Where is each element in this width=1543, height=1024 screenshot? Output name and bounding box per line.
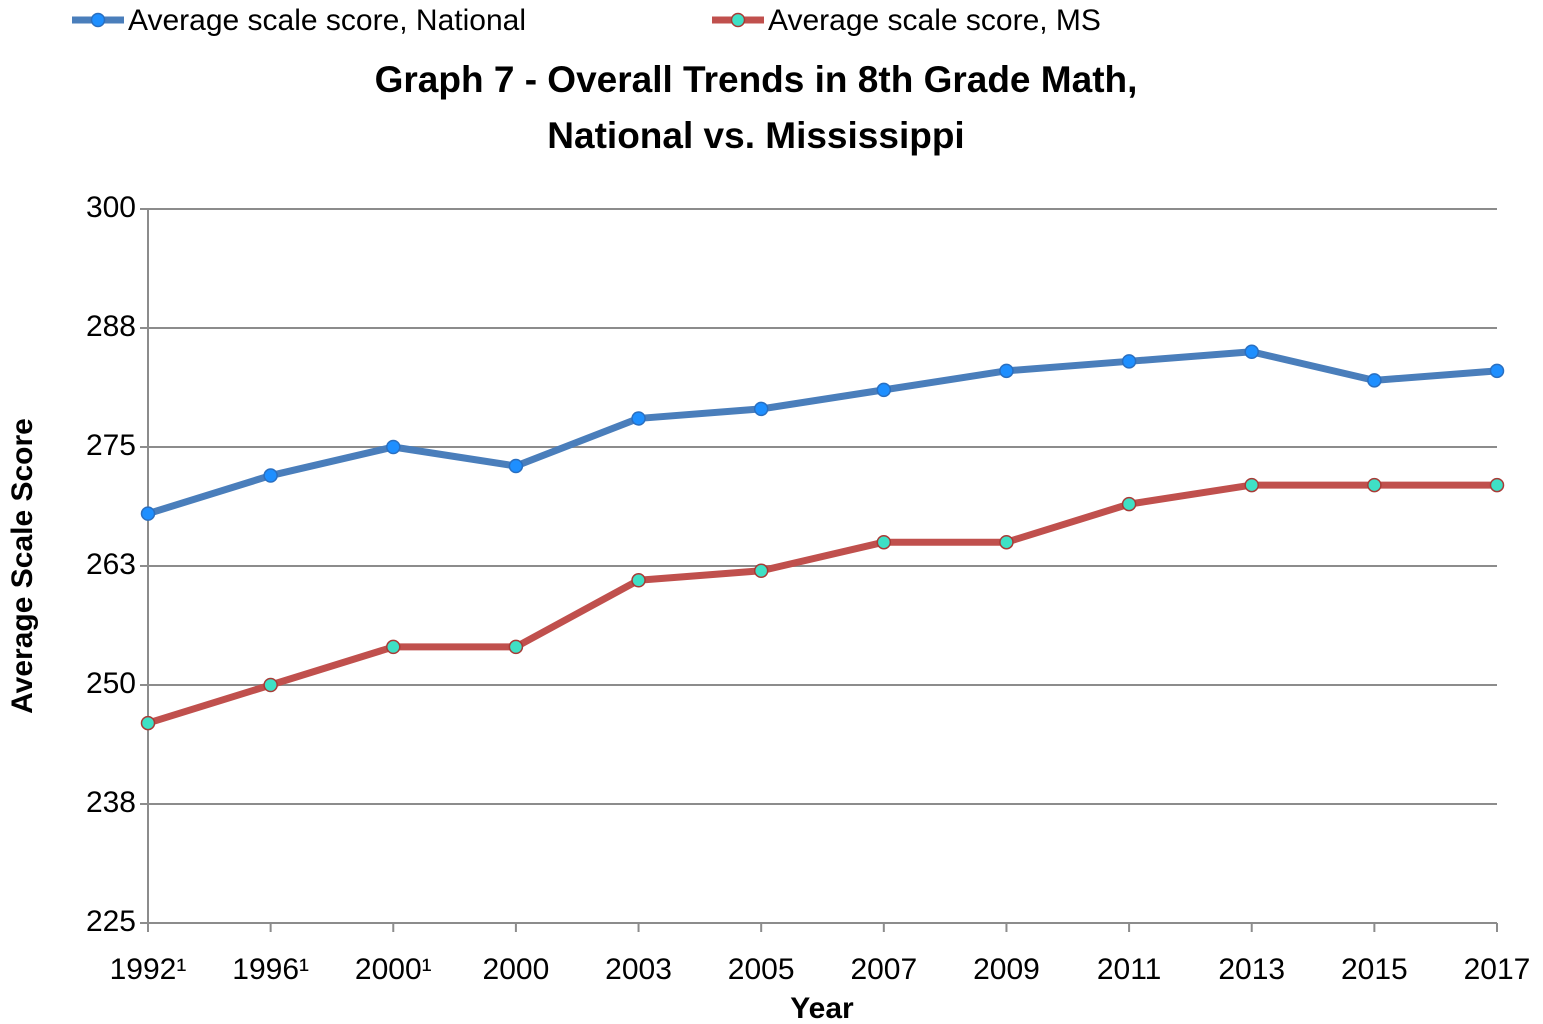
x-axis-label: Year bbox=[790, 992, 854, 1024]
x-tick-label: 2003 bbox=[605, 953, 672, 986]
data-point bbox=[753, 401, 769, 417]
data-point bbox=[263, 677, 278, 693]
data-point bbox=[508, 639, 524, 655]
data-point bbox=[999, 534, 1014, 550]
data-point bbox=[1489, 477, 1505, 493]
data-point bbox=[1367, 373, 1382, 388]
x-tick-label: 2013 bbox=[1218, 953, 1285, 986]
data-point bbox=[508, 458, 524, 474]
x-tick-label: 2015 bbox=[1341, 953, 1408, 986]
data-point bbox=[263, 468, 278, 483]
data-point bbox=[386, 639, 401, 655]
data-point bbox=[1121, 496, 1137, 512]
data-point bbox=[1244, 344, 1259, 360]
y-tick-label: 250 bbox=[86, 667, 136, 700]
x-tick-label: 2005 bbox=[728, 953, 795, 986]
data-point bbox=[631, 573, 646, 588]
data-point bbox=[1489, 363, 1505, 379]
series-line bbox=[146, 348, 1498, 517]
y-tick-label: 238 bbox=[86, 786, 136, 819]
legend-label: Average scale score, National bbox=[128, 4, 526, 37]
x-tick-label: 2017 bbox=[1464, 953, 1531, 986]
series-line bbox=[146, 481, 1497, 727]
y-tick-label: 263 bbox=[86, 548, 136, 581]
data-point bbox=[1244, 477, 1259, 493]
y-tick-label: 288 bbox=[86, 310, 136, 343]
chart-subtitle: National vs. Mississippi bbox=[547, 115, 964, 156]
y-tick-label: 300 bbox=[86, 191, 136, 224]
x-tick-label: 2009 bbox=[973, 953, 1040, 986]
x-tick-label: 2000 bbox=[483, 953, 550, 986]
data-point bbox=[999, 363, 1014, 379]
data-point bbox=[140, 715, 156, 731]
data-point bbox=[1367, 477, 1382, 493]
y-tick-label: 275 bbox=[86, 429, 136, 462]
x-tick-label: 2000¹ bbox=[355, 953, 432, 986]
data-point bbox=[386, 439, 401, 455]
legend-label: Average scale score, MS bbox=[768, 4, 1101, 37]
data-point bbox=[876, 534, 892, 550]
legend-marker bbox=[730, 12, 746, 28]
data-point bbox=[1121, 354, 1137, 369]
chart-title: Graph 7 - Overall Trends in 8th Grade Ma… bbox=[375, 59, 1138, 100]
data-point bbox=[753, 563, 769, 579]
y-tick-label: 225 bbox=[86, 905, 136, 938]
x-tick-label: 1996¹ bbox=[232, 953, 309, 986]
data-point bbox=[631, 411, 646, 426]
x-tick-label: 2007 bbox=[850, 953, 917, 986]
legend-marker bbox=[90, 12, 106, 28]
data-point bbox=[876, 382, 892, 398]
x-tick-label: 1992¹ bbox=[110, 953, 187, 986]
data-point bbox=[140, 506, 156, 521]
y-axis-label: Average Scale Score bbox=[6, 418, 39, 714]
x-tick-label: 2011 bbox=[1097, 953, 1162, 986]
